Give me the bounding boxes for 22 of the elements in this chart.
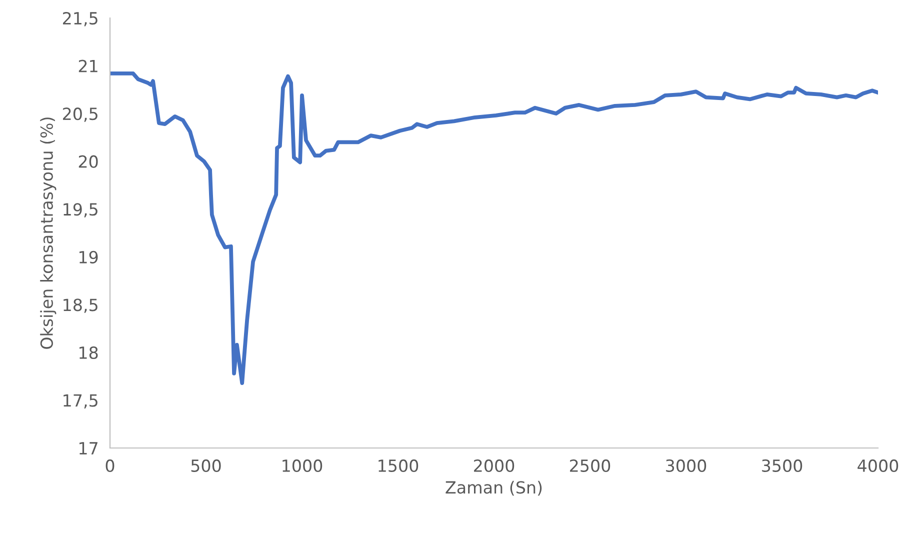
y-tick-label: 17,5 bbox=[64, 394, 98, 408]
x-tick-label: 0 bbox=[106, 459, 114, 472]
x-tick-label: 1000 bbox=[282, 459, 322, 472]
x-tick-label: 3500 bbox=[762, 459, 802, 472]
y-tick-label: 18,5 bbox=[64, 298, 98, 313]
x-tick-label: 2500 bbox=[570, 459, 610, 472]
y-tick-label: 21,5 bbox=[63, 12, 98, 26]
y-tick-label: 20 bbox=[78, 155, 98, 168]
y-tick-label: 19 bbox=[80, 250, 98, 264]
y-tick-label: 17 bbox=[80, 442, 98, 454]
y-tick-label: 19,5 bbox=[64, 203, 98, 218]
y-axis-title: Oksijen konsantrasyonu (%) bbox=[40, 118, 56, 349]
x-tick-label: 500 bbox=[191, 459, 221, 472]
x-axis-title: Zaman (Sn) bbox=[446, 480, 542, 496]
y-tick-label: 21 bbox=[78, 60, 98, 72]
line-series bbox=[110, 71, 878, 385]
y-tick-label: 20,5 bbox=[63, 108, 98, 122]
x-tick-label: 3000 bbox=[666, 459, 706, 472]
y-tick-label: 18 bbox=[80, 346, 98, 360]
x-tick-label: 2000 bbox=[474, 459, 514, 472]
x-tick-label: 1500 bbox=[378, 459, 418, 472]
x-tick-label: 4000 bbox=[858, 459, 898, 472]
